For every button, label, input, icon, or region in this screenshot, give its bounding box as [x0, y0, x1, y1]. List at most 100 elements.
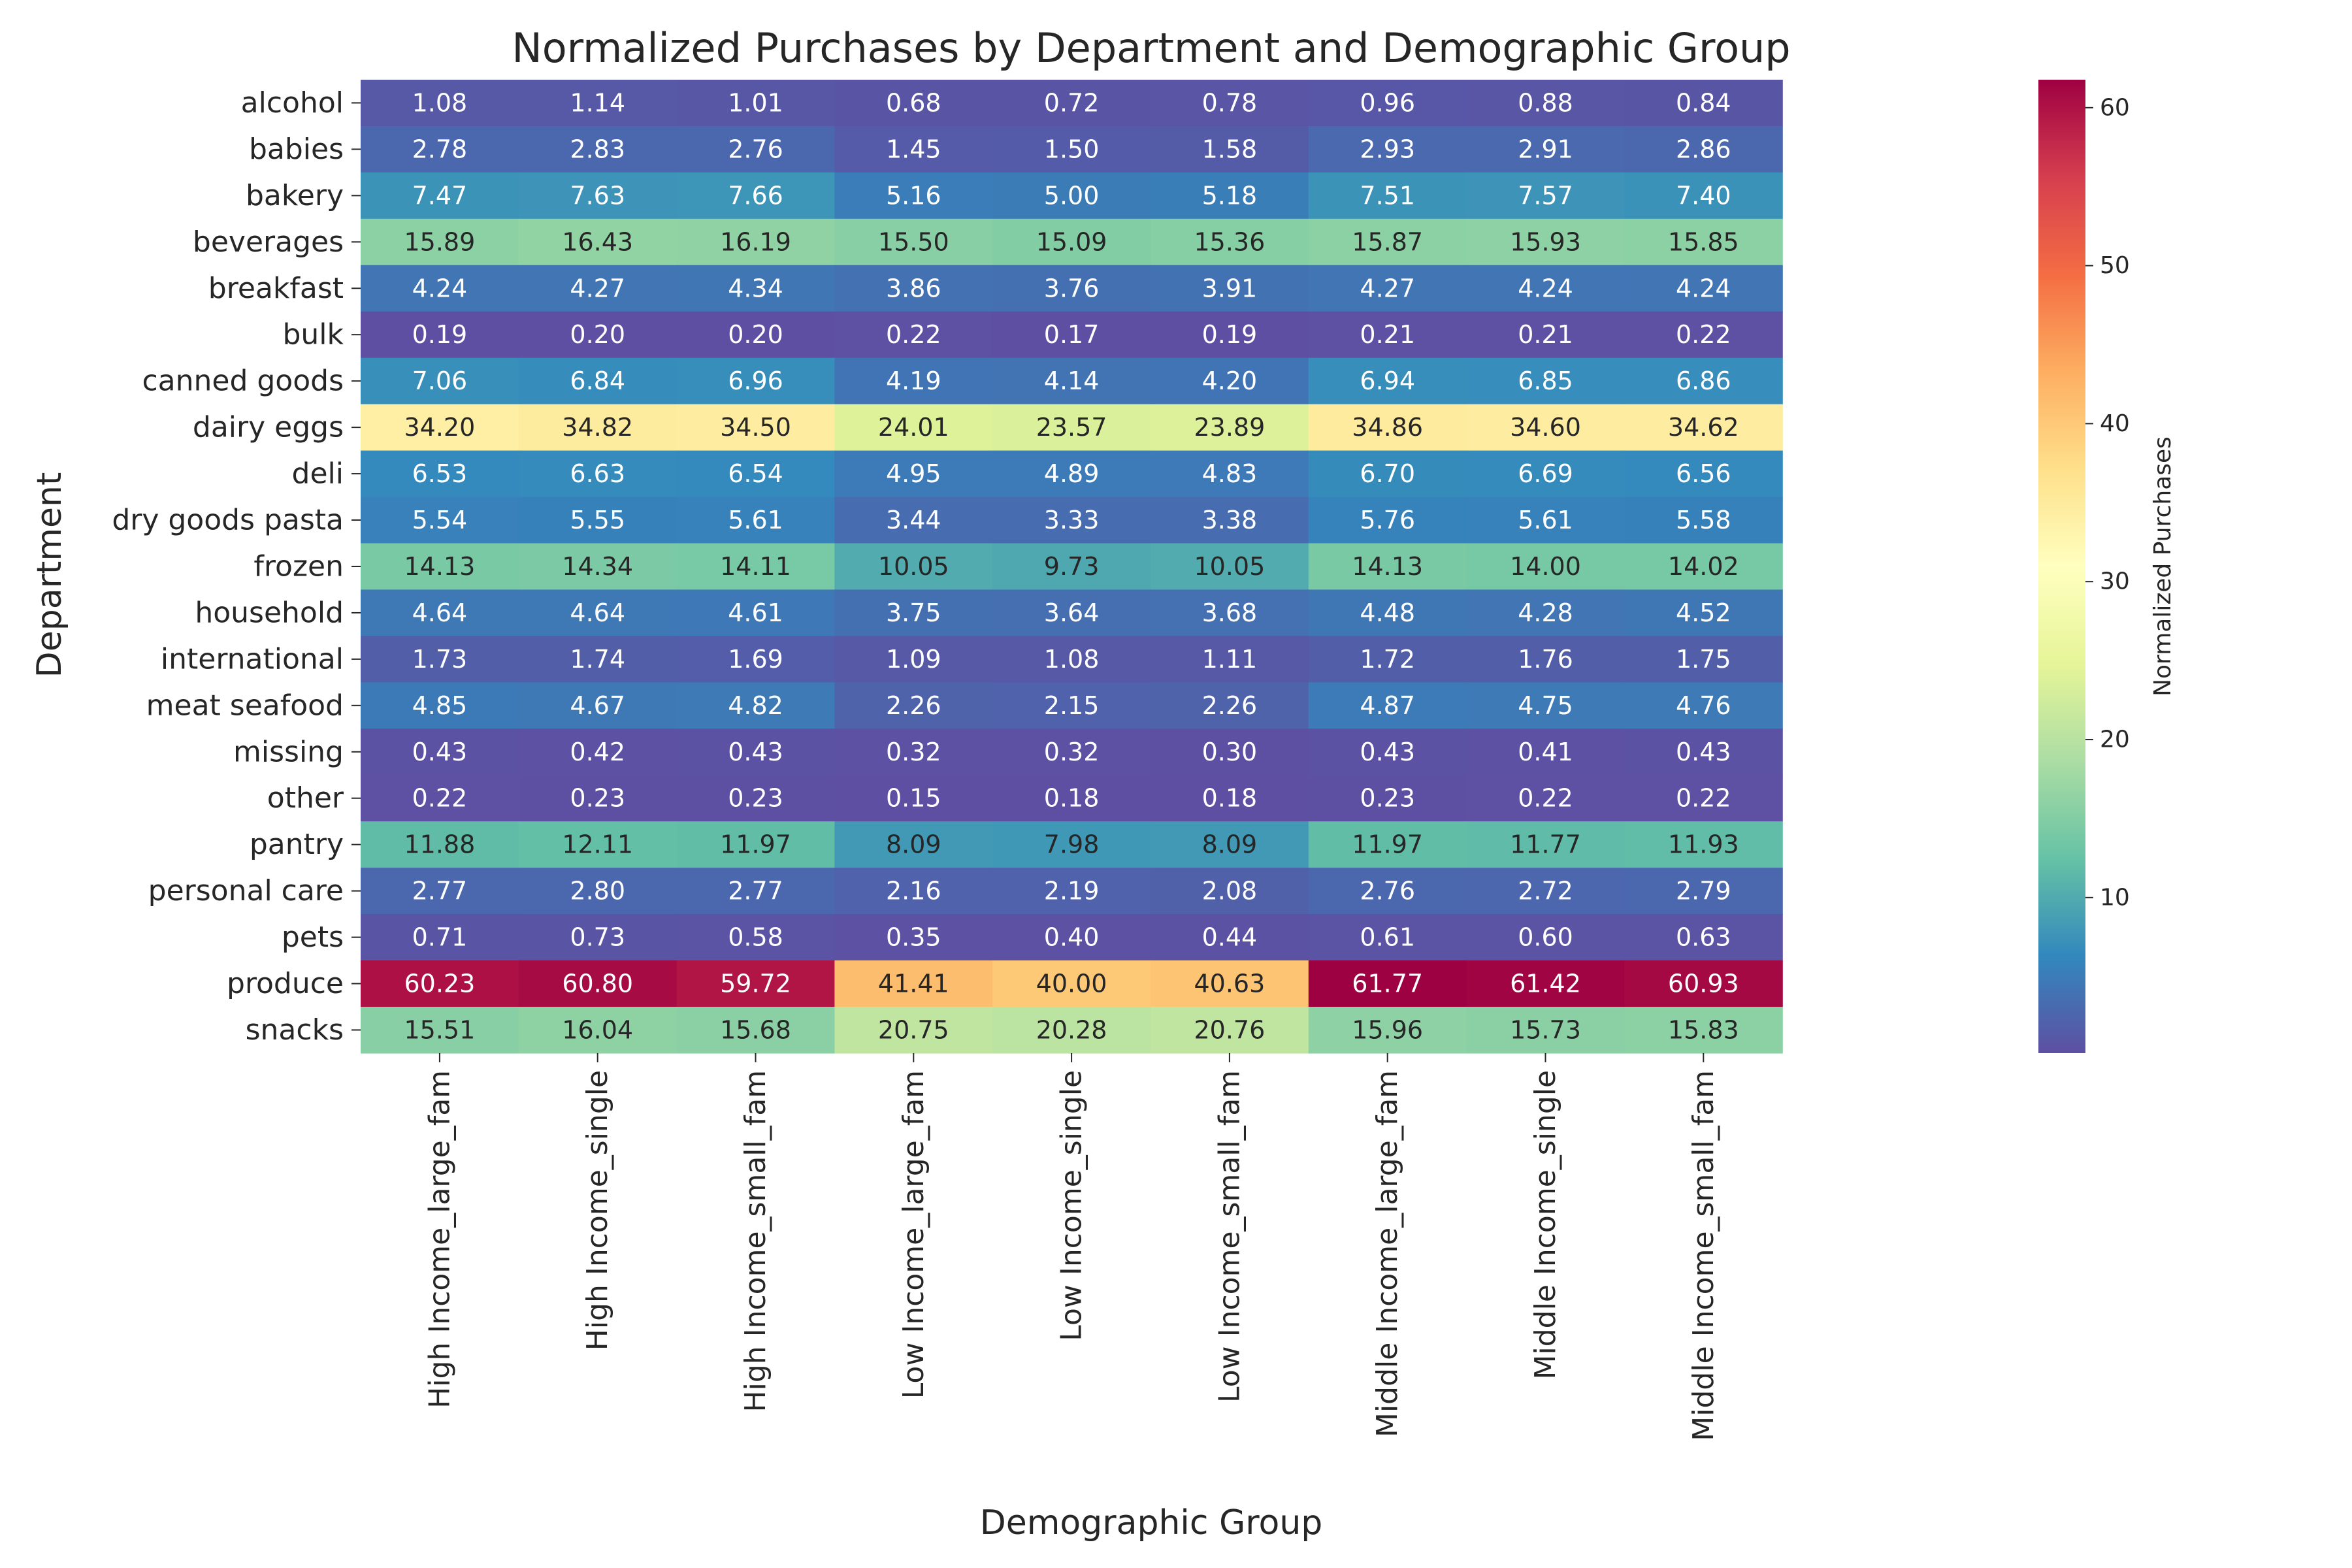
- cell-value-label: 1.76: [1518, 645, 1573, 674]
- cell-value-label: 0.88: [1518, 88, 1573, 117]
- heatmap-cell: [676, 125, 835, 173]
- y-tick-label: deli: [292, 457, 344, 491]
- heatmap-cell: [1308, 543, 1467, 591]
- y-tick-label: produce: [227, 967, 344, 1000]
- cell-value-label: 15.36: [1194, 227, 1266, 256]
- cell-value-label: 16.43: [562, 227, 633, 256]
- cell-value-label: 6.86: [1676, 367, 1731, 395]
- cell-value-label: 0.15: [886, 784, 941, 813]
- heatmap-cell: [676, 914, 835, 961]
- heatmap-cell: [1151, 125, 1309, 173]
- cell-value-label: 0.32: [886, 738, 941, 766]
- cell-value-label: 0.19: [412, 320, 468, 349]
- heatmap-cell: [1308, 311, 1467, 359]
- cell-value-label: 0.42: [570, 738, 625, 766]
- cell-value-label: 2.79: [1676, 877, 1731, 906]
- cell-value-label: 1.69: [728, 645, 783, 674]
- colorbar-tick-label: 40: [2100, 410, 2130, 437]
- cell-value-label: 6.84: [570, 367, 625, 395]
- heatmap-cell: [1308, 265, 1467, 312]
- heatmap-cell: [361, 80, 519, 127]
- cell-value-label: 7.06: [412, 367, 468, 395]
- heatmap-cell: [1624, 775, 1783, 822]
- x-tick-label: High Income_single: [581, 1070, 614, 1350]
- heatmap-cell: [1624, 589, 1783, 636]
- cell-value-label: 3.44: [886, 506, 941, 534]
- heatmap-cell: [518, 543, 678, 591]
- cell-value-label: 5.76: [1360, 506, 1415, 534]
- heatmap-cell: [992, 357, 1151, 405]
- heatmap-cell: [992, 450, 1151, 498]
- cell-value-label: 1.09: [886, 645, 941, 674]
- cell-value-label: 23.89: [1194, 413, 1266, 442]
- cell-value-label: 34.82: [562, 413, 633, 442]
- cell-value-label: 34.20: [404, 413, 476, 442]
- cell-value-label: 2.16: [886, 877, 941, 906]
- cell-value-label: 4.48: [1360, 598, 1415, 627]
- cell-value-label: 0.71: [412, 923, 468, 952]
- cell-value-label: 0.43: [1360, 738, 1415, 766]
- heatmap-cell: [361, 265, 519, 312]
- cell-value-label: 0.84: [1676, 88, 1731, 117]
- heatmap-cell: [676, 728, 835, 776]
- heatmap-cell: [1308, 80, 1467, 127]
- heatmap-cell: [676, 821, 835, 868]
- heatmap-cell: [1151, 265, 1309, 312]
- heatmap-cell: [676, 172, 835, 220]
- y-tick-labels: alcohol babies bakery beverages breakfast bul…: [112, 86, 361, 1047]
- cell-value-label: 12.11: [562, 830, 633, 859]
- cell-value-label: 0.18: [1044, 784, 1100, 813]
- y-tick-label: canned goods: [142, 365, 344, 398]
- heatmap-cell: [992, 682, 1151, 729]
- cell-value-label: 11.97: [720, 830, 791, 859]
- x-tick-labels: High Income_large_fam High Income_single H…: [423, 1053, 1720, 1441]
- heatmap-cell: [1308, 450, 1467, 498]
- cell-value-label: 4.75: [1518, 691, 1573, 720]
- heatmap-cell: [361, 404, 519, 451]
- heatmap-cell: [1151, 728, 1309, 776]
- x-tick-label: Middle Income_large_fam: [1371, 1070, 1404, 1437]
- cell-value-label: 7.98: [1044, 830, 1100, 859]
- cell-value-label: 3.91: [1202, 274, 1258, 302]
- y-tick-label: missing: [233, 735, 344, 768]
- cell-value-label: 0.23: [570, 784, 625, 813]
- cell-value-label: 16.04: [562, 1015, 633, 1044]
- cell-value-label: 8.09: [886, 830, 941, 859]
- cell-value-label: 0.23: [1360, 784, 1415, 813]
- cell-value-label: 1.50: [1044, 135, 1100, 163]
- heatmap-cell: [992, 775, 1151, 822]
- heatmap-cell: [518, 125, 678, 173]
- y-tick-label: international: [161, 642, 344, 676]
- cell-value-label: 5.16: [886, 181, 941, 210]
- cell-value-label: 3.76: [1044, 274, 1100, 302]
- heatmap-cell: [676, 868, 835, 915]
- heatmap-cell: [1151, 682, 1309, 729]
- heatmap-cell: [518, 914, 678, 961]
- cell-value-label: 0.44: [1202, 923, 1258, 952]
- cell-value-label: 6.96: [728, 367, 783, 395]
- heatmap-cell: [834, 775, 993, 822]
- heatmap-cell: [518, 218, 678, 266]
- heatmap-cell: [518, 868, 678, 915]
- heatmap-cell: [1624, 821, 1783, 868]
- heatmap-cell: [1466, 450, 1625, 498]
- cell-value-label: 0.43: [1676, 738, 1731, 766]
- cell-value-label: 2.93: [1360, 135, 1415, 163]
- cell-value-label: 4.82: [728, 691, 783, 720]
- cell-value-label: 6.69: [1518, 459, 1573, 488]
- cell-value-label: 1.45: [886, 135, 941, 163]
- heatmap-cell: [676, 404, 835, 451]
- cell-value-label: 15.89: [404, 227, 476, 256]
- heatmap-cell: [1466, 914, 1625, 961]
- heatmap-cell: [1151, 543, 1309, 591]
- cell-value-label: 0.32: [1044, 738, 1100, 766]
- cell-value-label: 2.91: [1518, 135, 1573, 163]
- heatmap-cell: [992, 218, 1151, 266]
- heatmap-cell: [1466, 497, 1625, 544]
- cell-value-label: 0.78: [1202, 88, 1258, 117]
- heatmap-cell: [1466, 682, 1625, 729]
- cell-value-label: 7.47: [412, 181, 468, 210]
- cell-value-label: 0.40: [1044, 923, 1100, 952]
- cell-value-label: 0.22: [1518, 784, 1573, 813]
- cell-value-label: 3.64: [1044, 598, 1100, 627]
